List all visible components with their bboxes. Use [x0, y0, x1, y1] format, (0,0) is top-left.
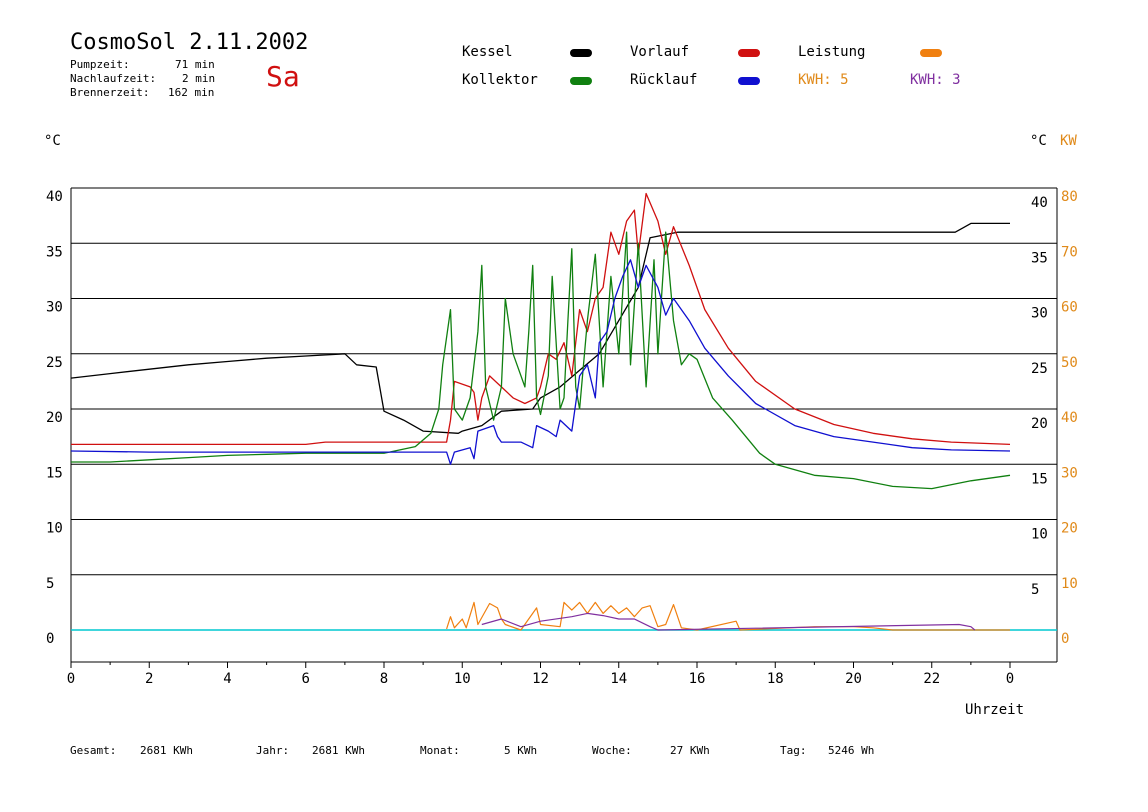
legend-kessel-swatch — [570, 49, 592, 57]
y-axis-right-unit: °C — [1030, 133, 1047, 149]
legend-kessel-label: Kessel — [462, 44, 513, 60]
pumpzeit-value: 71 min — [175, 58, 215, 71]
footer-gesamt-value: 2681 KWh — [140, 744, 193, 757]
footer-jahr-label: Jahr: — [256, 744, 290, 757]
y-tick-kw: 0 — [1061, 631, 1069, 647]
y-tick-kw: 50 — [1061, 355, 1078, 371]
x-tick-label: 16 — [689, 671, 706, 687]
y-tick-kw: 10 — [1061, 576, 1078, 592]
footer-woche-value: 27 KWh — [670, 744, 710, 757]
x-tick-label: 0 — [1006, 671, 1014, 687]
y-tick-left: 25 — [46, 355, 63, 371]
x-tick-label: 2 — [145, 671, 153, 687]
y-tick-right: 10 — [1031, 527, 1048, 543]
y-axis-kw-unit: KW — [1060, 133, 1077, 149]
y-tick-left: 10 — [46, 521, 63, 537]
footer-jahr-value: 2681 KWh — [312, 744, 365, 757]
x-tick-label: 0 — [67, 671, 75, 687]
x-axis-label: Uhrzeit — [965, 702, 1025, 718]
pumpzeit-label: Pumpzeit: — [70, 58, 130, 71]
y-tick-left: 30 — [46, 300, 63, 316]
legend-ruecklauf-swatch — [738, 77, 760, 85]
y-tick-kw: 80 — [1061, 189, 1078, 205]
legend-kollektor-swatch — [570, 77, 592, 85]
footer-woche-label: Woche: — [592, 744, 632, 757]
x-tick-label: 12 — [532, 671, 549, 687]
x-tick-label: 8 — [380, 671, 388, 687]
y-axis-left-unit: °C — [44, 133, 61, 149]
x-tick-label: 6 — [302, 671, 310, 687]
x-tick-label: 18 — [767, 671, 784, 687]
leistung-line — [446, 601, 1010, 631]
kwh-line — [481, 612, 976, 631]
footer-gesamt-label: Gesamt: — [70, 744, 117, 757]
x-tick-label: 10 — [454, 671, 471, 687]
y-tick-left: 40 — [46, 189, 63, 205]
y-tick-left: 15 — [46, 465, 63, 481]
legend-ruecklauf-label: Rücklauf — [630, 72, 698, 88]
y-tick-right: 5 — [1031, 582, 1039, 598]
y-tick-kw: 60 — [1061, 300, 1078, 316]
nachlaufzeit-label: Nachlaufzeit: — [70, 72, 157, 85]
y-tick-kw: 30 — [1061, 465, 1078, 481]
y-tick-kw: 70 — [1061, 244, 1078, 260]
ruecklauf-line — [70, 259, 1011, 465]
y-tick-kw: 20 — [1061, 521, 1078, 537]
y-tick-left: 5 — [46, 576, 54, 592]
x-tick-label: 4 — [223, 671, 231, 687]
x-tick-label: 22 — [923, 671, 940, 687]
kessel-line — [70, 222, 1010, 434]
y-tick-left: 20 — [46, 410, 63, 426]
weekday-label: Sa — [266, 60, 300, 93]
brennerzeit-value: 162 min — [168, 86, 215, 99]
legend-kollektor-label: Kollektor — [462, 72, 538, 88]
kollektor-line — [71, 231, 1011, 490]
y-tick-right: 30 — [1031, 306, 1048, 322]
y-tick-right: 20 — [1031, 416, 1048, 432]
y-tick-right: 15 — [1031, 471, 1048, 487]
x-tick-label: 20 — [845, 671, 862, 687]
legend-vorlauf-label: Vorlauf — [630, 44, 690, 60]
y-tick-kw: 40 — [1061, 410, 1078, 426]
legend-leistung-swatch — [920, 49, 942, 57]
footer-monat-label: Monat: — [420, 744, 460, 757]
brennerzeit-label: Brennerzeit: — [70, 86, 150, 99]
y-tick-right: 40 — [1031, 195, 1048, 211]
y-tick-left: 0 — [46, 631, 54, 647]
vorlauf-line — [71, 192, 1011, 446]
legend-kwh1-label: KWH: 5 — [798, 72, 849, 88]
legend-leistung-label: Leistung — [798, 44, 866, 60]
footer-tag-label: Tag: — [780, 744, 807, 757]
legend-kwh2-label: KWH: 3 — [910, 72, 961, 88]
legend-vorlauf-swatch — [738, 49, 760, 57]
nachlaufzeit-value: 2 min — [182, 72, 216, 85]
chart-title: CosmoSol 2.11.2002 — [70, 30, 309, 55]
y-tick-right: 25 — [1031, 361, 1048, 377]
y-tick-left: 35 — [46, 244, 63, 260]
footer-tag-value: 5246 Wh — [828, 744, 875, 757]
footer-monat-value: 5 KWh — [504, 744, 538, 757]
x-tick-label: 14 — [610, 671, 627, 687]
y-tick-right: 35 — [1031, 250, 1048, 266]
